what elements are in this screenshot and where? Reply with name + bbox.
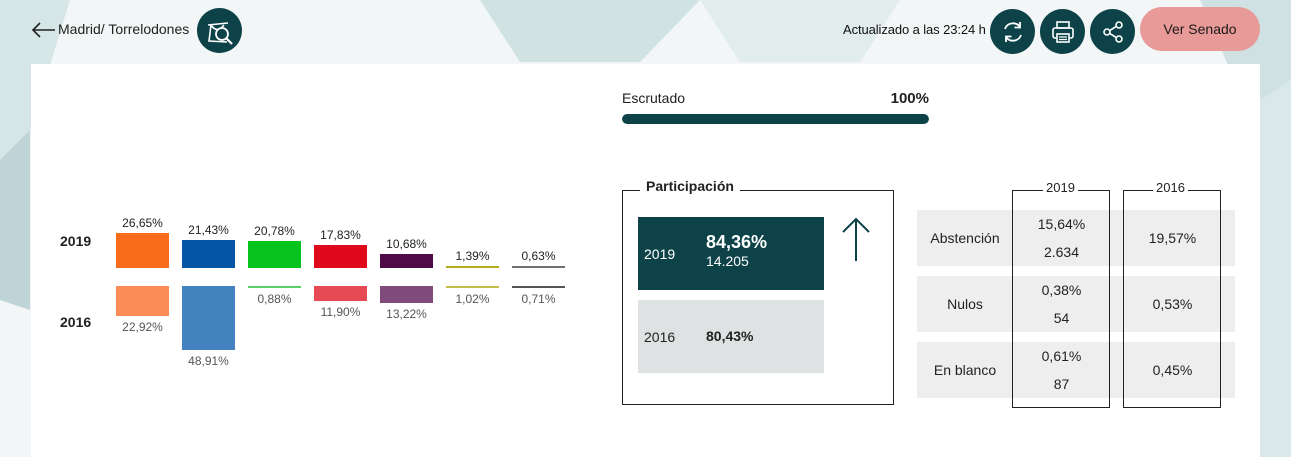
label-2016: 13,22% (386, 307, 427, 322)
num-2019: 87 (1053, 376, 1070, 392)
label-2016: 0,71% (521, 292, 556, 306)
escrutado-progress-fill (622, 114, 929, 124)
bar-2019 (446, 266, 499, 268)
label-2019: 10,68% (386, 237, 427, 252)
participacion-2016-year: 2016 (644, 329, 676, 345)
num-2019: 54 (1053, 310, 1070, 326)
label-2019: 1,39% (455, 249, 490, 263)
row-label: Abstención (930, 230, 1000, 246)
participacion-2016-pct: 80,43% (706, 328, 754, 344)
bar-2016 (380, 286, 433, 304)
bar-2019 (380, 254, 433, 268)
bar-2016 (116, 286, 169, 316)
pct-2016: 19,57% (1148, 230, 1197, 246)
pct-2016: 0,53% (1152, 296, 1193, 312)
bar-2016 (248, 286, 301, 288)
escrutado-value: 100% (890, 90, 929, 107)
column-header-2019: 2019 (1043, 180, 1078, 195)
label-2019: 0,63% (521, 249, 556, 263)
back-button[interactable] (30, 20, 56, 40)
pct-2016: 0,45% (1152, 362, 1193, 378)
share-button[interactable] (1090, 9, 1135, 54)
label-2016: 22,92% (122, 319, 163, 334)
bar-2016 (182, 286, 235, 350)
label-2019: 21,43% (188, 223, 229, 238)
participacion-box (622, 190, 894, 405)
results-card: 2019 2016 26,65% 22,92% 21,43% 48,91% 20,78%… (31, 64, 1260, 457)
arrow-left-icon (31, 22, 55, 38)
participacion-title: Participación (640, 178, 740, 194)
num-2019: 2.634 (1043, 244, 1080, 260)
pct-2019: 0,38% (1041, 282, 1082, 298)
column-frame-2016 (1123, 190, 1221, 408)
bar-2016 (314, 286, 367, 302)
bar-2019 (512, 266, 565, 268)
participacion-2019-votes: 14.205 (706, 253, 749, 269)
year-label-2019: 2019 (60, 233, 92, 249)
bar-2019 (182, 240, 235, 268)
table-row-en-blanco: En blanco 0,61% 87 0,45% (917, 342, 1235, 398)
column-header-2016: 2016 (1153, 180, 1188, 195)
row-label: Nulos (947, 296, 983, 312)
label-2016: 1,02% (455, 292, 490, 306)
arrow-up-icon (842, 217, 870, 261)
row-label: En blanco (933, 362, 997, 378)
refresh-button[interactable] (990, 9, 1035, 54)
column-frame-2019 (1012, 190, 1110, 408)
table-row-abstencion: Abstención 15,64% 2.634 19,57% (917, 210, 1235, 266)
print-button[interactable] (1040, 9, 1085, 54)
bar-2019 (116, 233, 169, 268)
refresh-icon (1003, 21, 1022, 42)
bar-2016 (446, 286, 499, 288)
search-place-icon (207, 21, 233, 45)
label-2019: 20,78% (254, 223, 295, 238)
escrutado-progress (622, 114, 929, 124)
label-2016: 48,91% (188, 353, 229, 368)
participacion-2019: 2019 84,36% 14.205 (638, 217, 824, 290)
participacion-2019-pct: 84,36% (706, 232, 768, 252)
bar-2019 (314, 244, 367, 268)
top-bar: Madrid/ Torrelodones Actualizado a las 2… (0, 0, 1291, 62)
label-2016: 0,88% (257, 292, 292, 306)
pct-2019: 15,64% (1037, 216, 1086, 232)
year-label-2016: 2016 (60, 314, 92, 330)
ver-senado-button[interactable]: Ver Senado (1140, 7, 1260, 51)
bar-2019 (248, 240, 301, 268)
print-icon (1051, 20, 1074, 43)
search-place-button[interactable] (197, 8, 242, 53)
updated-time: Actualizado a las 23:24 h (843, 22, 986, 37)
escrutado-label: Escrutado (622, 90, 686, 106)
bar-2016 (512, 286, 565, 288)
breadcrumb[interactable]: Madrid/ Torrelodones (58, 21, 190, 37)
table-row-nulos: Nulos 0,38% 54 0,53% (917, 276, 1235, 332)
participacion-2019-year: 2019 (644, 246, 676, 262)
pct-2019: 0,61% (1041, 348, 1082, 364)
participacion-2016: 2016 80,43% (638, 300, 824, 373)
label-2016: 11,90% (320, 305, 361, 320)
share-icon (1102, 20, 1123, 43)
label-2019: 17,83% (320, 227, 361, 242)
label-2019: 26,65% (122, 216, 163, 231)
